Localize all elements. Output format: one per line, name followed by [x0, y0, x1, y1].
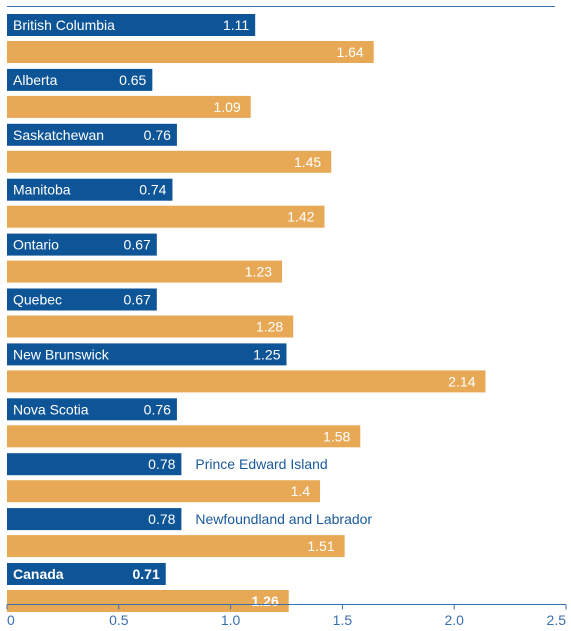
x-tick-label: 1.0 [221, 612, 241, 628]
bar-series1-ontario [7, 260, 283, 283]
value-label-series0-alberta: 0.65 [119, 72, 146, 88]
value-label-series1-alberta: 1.09 [213, 99, 240, 115]
value-label-series1-manitoba: 1.42 [287, 209, 314, 225]
value-label-series1-prince-edward-island: 1.4 [291, 483, 311, 499]
category-label-newfoundland-and-labrador: Newfoundland and Labrador [195, 511, 372, 527]
category-label-british-columbia: British Columbia [13, 17, 115, 33]
x-tick-label: 2.5 [547, 612, 567, 628]
bar-series1-new-brunswick [7, 370, 486, 393]
bar-series0-alberta [7, 68, 153, 91]
value-label-series1-saskatchewan: 1.45 [294, 154, 321, 170]
value-label-series0-ontario: 0.67 [124, 237, 151, 253]
value-label-series1-british-columbia: 1.64 [336, 44, 363, 60]
bar-series0-nova-scotia [7, 398, 177, 421]
bars-layer: British Columbia 1.11 1.64 Alberta 0.65 1.09 S… [7, 14, 486, 612]
category-label-manitoba: Manitoba [13, 182, 71, 198]
bar-series0-british-columbia [7, 14, 256, 36]
bar-series0-newfoundland-and-labrador [7, 508, 182, 531]
value-label-series0-manitoba: 0.74 [139, 182, 166, 198]
bar-series0-manitoba [7, 178, 173, 201]
category-label-nova-scotia: Nova Scotia [13, 401, 89, 417]
x-tick-label: 2.0 [444, 612, 464, 628]
value-label-series1-nova-scotia: 1.58 [323, 428, 350, 444]
x-tick-label: 0.5 [109, 612, 129, 628]
value-label-series0-canada: 0.71 [133, 566, 160, 582]
bar-series0-quebec [7, 288, 157, 311]
value-label-series1-ontario: 1.23 [245, 264, 272, 280]
bar-series1-alberta [7, 95, 251, 118]
bar-series0-saskatchewan [7, 123, 177, 146]
bar-series0-new-brunswick [7, 343, 287, 366]
value-label-series0-saskatchewan: 0.76 [144, 127, 171, 143]
category-label-quebec: Quebec [13, 292, 62, 308]
category-label-canada: Canada [13, 566, 64, 582]
bar-series1-quebec [7, 315, 294, 338]
value-label-series1-canada: 1.26 [251, 593, 278, 609]
category-label-alberta: Alberta [13, 72, 58, 88]
category-label-ontario: Ontario [13, 237, 59, 253]
value-label-series0-newfoundland-and-labrador: 0.78 [148, 511, 175, 527]
value-label-series1-newfoundland-and-labrador: 1.51 [307, 538, 334, 554]
value-label-series1-quebec: 1.28 [256, 319, 283, 335]
category-label-new-brunswick: New Brunswick [13, 346, 110, 362]
x-tick-label: 1.5 [333, 612, 353, 628]
value-label-series0-nova-scotia: 0.76 [144, 401, 171, 417]
bar-series1-nova-scotia [7, 425, 361, 448]
bar-series0-canada [7, 563, 166, 585]
x-tick-label: 0 [7, 612, 15, 628]
bar-series1-canada [7, 590, 289, 612]
bar-series0-ontario [7, 233, 157, 256]
bar-series1-manitoba [7, 205, 325, 228]
bar-series0-prince-edward-island [7, 453, 182, 476]
value-label-series0-prince-edward-island: 0.78 [148, 456, 175, 472]
bar-series1-newfoundland-and-labrador [7, 535, 345, 558]
category-label-prince-edward-island: Prince Edward Island [195, 456, 327, 472]
value-label-series0-new-brunswick: 1.25 [253, 346, 280, 362]
value-label-series0-british-columbia: 1.11 [223, 17, 249, 33]
category-label-saskatchewan: Saskatchewan [13, 127, 104, 143]
bar-series1-prince-edward-island [7, 480, 321, 503]
value-label-series1-new-brunswick: 2.14 [448, 373, 475, 389]
bar-series1-british-columbia [7, 41, 374, 63]
value-label-series0-quebec: 0.67 [124, 292, 151, 308]
axis-layer: 0 0.5 1.0 1.5 2.0 2.5 [6, 6, 567, 628]
bar-series1-saskatchewan [7, 150, 332, 173]
